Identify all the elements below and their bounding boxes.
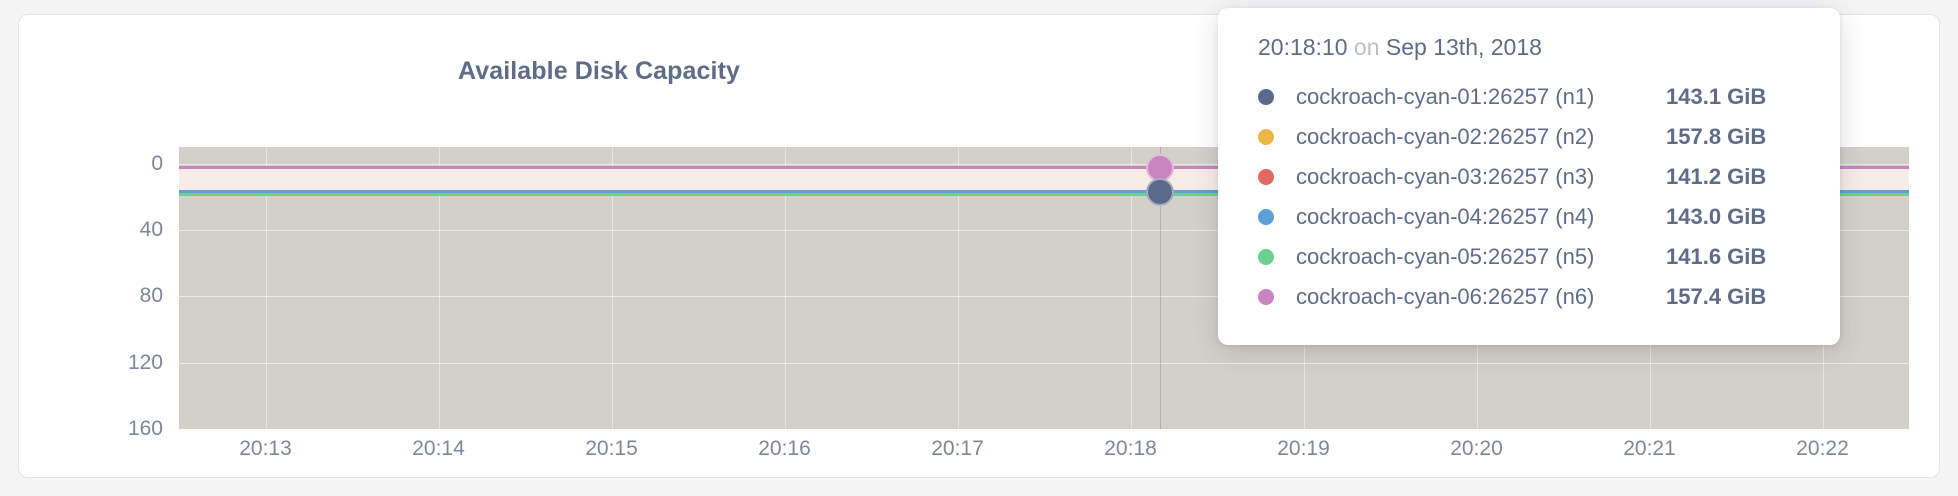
tooltip-series-value: 143.0 GiB — [1666, 204, 1767, 229]
horizontal-gridline — [179, 362, 1909, 364]
tooltip-series-label: cockroach-cyan-04:26257 (n4) — [1296, 204, 1595, 229]
horizontal-gridline — [179, 163, 1909, 165]
x-axis-tick-label: 20:13 — [239, 437, 292, 460]
tooltip-row: cockroach-cyan-05:26257 (n5) 141.6 GiB — [1258, 237, 1806, 277]
tooltip-row: cockroach-cyan-04:26257 (n4) 143.0 GiB — [1258, 197, 1806, 237]
tooltip-series-value: 157.8 GiB — [1666, 124, 1767, 149]
tooltip-rows: cockroach-cyan-01:26257 (n1) 143.1 GiB coc… — [1258, 77, 1806, 317]
vertical-gridline — [265, 147, 267, 429]
series-line — [179, 166, 1909, 170]
tooltip-series-label: cockroach-cyan-03:26257 (n3) — [1296, 164, 1595, 189]
x-axis-tick-label: 20:19 — [1277, 437, 1330, 460]
series-color-dot-icon — [1258, 249, 1274, 265]
x-axis-ticks: 20:13 20:14 20:15 20:16 20:17 20:18 20:19 20:20… — [179, 437, 1909, 477]
hover-tooltip: 20:18:10 on Sep 13th, 2018 cockroach-cya… — [1218, 8, 1840, 345]
y-axis-tick-label: 40 — [139, 217, 163, 241]
hover-point-marker — [1145, 153, 1174, 182]
tooltip-row: cockroach-cyan-06:26257 (n6) 157.4 GiB — [1258, 277, 1806, 317]
tooltip-series-label: cockroach-cyan-02:26257 (n2) — [1296, 124, 1595, 149]
tooltip-timestamp: 20:18:10 on Sep 13th, 2018 — [1258, 34, 1806, 61]
tooltip-series-value: 143.1 GiB — [1666, 84, 1767, 109]
vertical-gridline — [784, 147, 786, 429]
y-axis-ticks: 160 120 80 40 0 — [63, 147, 221, 440]
series-color-dot-icon — [1258, 89, 1274, 105]
tooltip-row: cockroach-cyan-03:26257 (n3) 141.2 GiB — [1258, 157, 1806, 197]
vertical-gridline — [438, 147, 440, 429]
y-axis-tick-label: 80 — [139, 284, 163, 308]
vertical-gridline — [957, 147, 959, 429]
tooltip-series-value: 157.4 GiB — [1666, 284, 1767, 309]
tooltip-time: 20:18:10 — [1258, 34, 1348, 60]
vertical-gridline — [611, 147, 613, 429]
series-color-dot-icon — [1258, 289, 1274, 305]
y-axis-tick-label: 160 — [127, 417, 163, 440]
tooltip-row: cockroach-cyan-02:26257 (n2) 157.8 GiB — [1258, 117, 1806, 157]
x-axis-tick-label: 20:16 — [758, 437, 811, 460]
x-axis-tick-label: 20:20 — [1450, 437, 1503, 460]
tooltip-row: cockroach-cyan-01:26257 (n1) 143.1 GiB — [1258, 77, 1806, 117]
hover-cursor-line — [1159, 147, 1161, 429]
tooltip-on-word: on — [1353, 34, 1380, 60]
series-color-dot-icon — [1258, 209, 1274, 225]
tooltip-date: Sep 13th, 2018 — [1385, 34, 1542, 60]
tooltip-series-value: 141.2 GiB — [1666, 164, 1767, 189]
page-title: Available Disk Capacity — [457, 57, 741, 85]
series-color-dot-icon — [1258, 129, 1274, 145]
tooltip-series-label: cockroach-cyan-01:26257 (n1) — [1296, 84, 1595, 109]
series-color-dot-icon — [1258, 169, 1274, 185]
horizontal-gridline — [179, 296, 1909, 298]
tooltip-series-label: cockroach-cyan-06:26257 (n6) — [1296, 284, 1595, 309]
x-axis-tick-label: 20:18 — [1104, 437, 1157, 460]
y-axis-tick-label: 120 — [127, 350, 163, 374]
hover-point-marker — [1145, 177, 1174, 206]
horizontal-gridline — [179, 229, 1909, 231]
x-axis-tick-label: 20:15 — [585, 437, 638, 460]
y-axis-tick-label: 0 — [151, 151, 163, 175]
tooltip-series-value: 141.6 GiB — [1666, 244, 1767, 269]
tooltip-series-label: cockroach-cyan-05:26257 (n5) — [1296, 244, 1595, 269]
vertical-gridline — [1130, 147, 1132, 429]
x-axis-tick-label: 20:17 — [931, 437, 984, 460]
x-axis-tick-label: 20:14 — [412, 437, 465, 460]
x-axis-tick-label: 20:22 — [1796, 437, 1849, 460]
series-line — [179, 190, 1909, 194]
x-axis-tick-label: 20:21 — [1623, 437, 1676, 460]
series-line — [179, 192, 1909, 196]
